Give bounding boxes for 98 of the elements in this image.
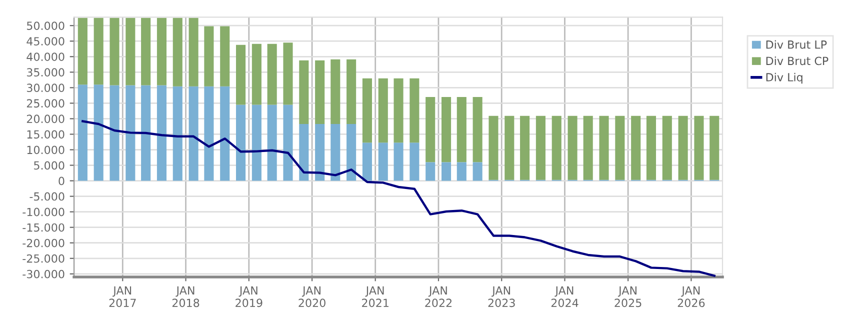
bar [78, 84, 88, 181]
y-tick-label: 45.000 [26, 37, 64, 46]
x-tick-label: JAN 2024 [551, 286, 578, 308]
bar [315, 60, 325, 124]
bar [220, 26, 230, 86]
y-tick-label: 0 [58, 176, 64, 186]
bar [299, 124, 309, 181]
bar [141, 18, 151, 86]
bar [441, 96, 452, 162]
legend-label: Div Brut LP [766, 40, 827, 49]
bar [536, 116, 546, 180]
bar [126, 18, 136, 86]
bar [283, 104, 293, 181]
bar [236, 44, 246, 105]
bar [330, 59, 340, 124]
x-tick-label: JAN 2021 [362, 286, 388, 308]
bar [472, 162, 482, 181]
y-tick-label: 30.000 [26, 84, 64, 92]
bar [520, 116, 530, 180]
y-tick-label: -10.000 [22, 208, 64, 216]
bar [110, 18, 120, 86]
bar [315, 124, 325, 181]
bar [378, 78, 388, 143]
bar [283, 42, 293, 105]
y-tick-label: 50.000 [26, 22, 64, 30]
y-tick-label: 35.000 [26, 68, 64, 77]
bar [330, 124, 340, 181]
bar [188, 86, 198, 181]
legend-label: Div Liq [766, 72, 802, 84]
bar [552, 116, 562, 180]
x-tick-label: JAN 2025 [614, 286, 642, 308]
x-tick-label: JAN 2022 [425, 286, 452, 308]
bar [362, 78, 372, 143]
bar [426, 162, 436, 181]
bar [488, 116, 498, 180]
x-tick-label: JAN 2020 [298, 286, 326, 308]
bar [678, 116, 688, 180]
y-tick-label: -20.000 [22, 238, 64, 248]
bar [299, 60, 309, 124]
bar [78, 18, 88, 85]
bar [94, 84, 104, 181]
bar [126, 85, 136, 181]
bar [346, 124, 356, 181]
y-tick-label: 25.000 [26, 99, 64, 108]
x-tick-label: JAN 2019 [236, 286, 262, 308]
bar [156, 18, 167, 86]
bar [267, 104, 277, 181]
bar [472, 96, 482, 162]
y-tick-label: 5.000 [34, 161, 64, 170]
bar [346, 59, 356, 124]
x-tick-label: JAN 2026 [678, 286, 705, 308]
bar [204, 26, 214, 86]
y-tick-label: -30.000 [22, 270, 64, 278]
line-series [82, 120, 716, 277]
bar [378, 142, 388, 181]
bar [426, 96, 436, 162]
bar [394, 142, 404, 181]
bar [394, 78, 404, 143]
bar [110, 85, 120, 181]
x-tick-label: JAN 2017 [109, 286, 136, 308]
bar [141, 85, 151, 181]
bar [204, 86, 214, 181]
bar [710, 116, 720, 180]
y-tick-label: 15.000 [27, 130, 64, 139]
bar [456, 162, 466, 181]
bar [172, 86, 182, 181]
bar [252, 104, 262, 181]
bar [504, 116, 514, 180]
bar [646, 116, 656, 180]
bar [156, 85, 167, 181]
legend-label: Div Brut CP [766, 56, 828, 66]
bar [172, 18, 182, 86]
bar [188, 18, 198, 86]
y-tick-label: 20.000 [26, 114, 64, 124]
bar [410, 78, 420, 143]
x-tick-label: JAN 2018 [172, 286, 200, 308]
bar [631, 116, 641, 180]
bar [568, 116, 578, 180]
y-tick-label: -15.000 [22, 223, 64, 232]
bar [583, 116, 593, 180]
bar [252, 44, 262, 105]
y-tick-label: 40.000 [26, 52, 64, 62]
bar [236, 104, 246, 181]
bar [267, 44, 277, 105]
y-tick-label: -25.000 [22, 254, 64, 263]
bar [694, 116, 704, 180]
bar [599, 116, 609, 180]
bar [220, 86, 230, 181]
bar [456, 96, 466, 162]
bar [662, 116, 672, 180]
bar [410, 142, 420, 181]
bar [94, 18, 104, 85]
bar [441, 162, 452, 181]
y-tick-label: -5.000 [30, 192, 64, 201]
y-tick-label: 10.000 [27, 146, 64, 154]
bar [362, 142, 372, 181]
x-tick-label: JAN 2023 [488, 286, 515, 308]
bar [615, 116, 625, 180]
